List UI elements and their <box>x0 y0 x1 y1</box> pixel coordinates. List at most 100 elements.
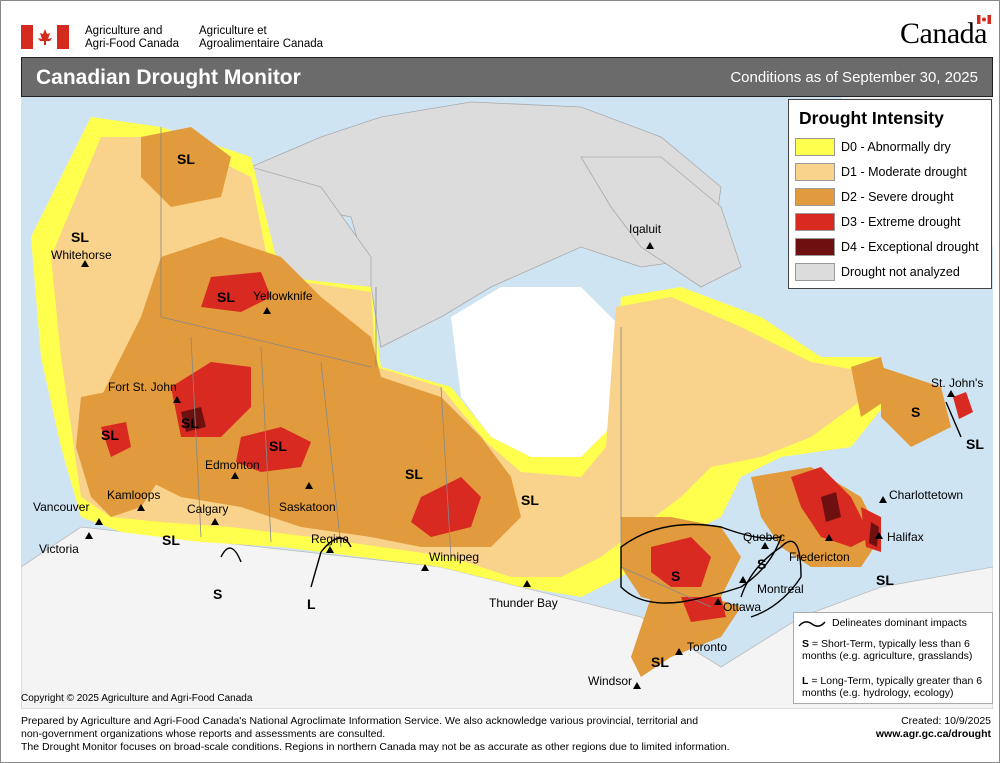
zone-d3-yellowknife <box>201 272 271 312</box>
impact-sl-nwt: SL <box>217 289 235 305</box>
legend-swatch-d1 <box>795 163 835 181</box>
legend-swatch-d0 <box>795 138 835 156</box>
svg-text:Toronto: Toronto <box>687 640 727 654</box>
svg-text:Vancouver: Vancouver <box>33 500 89 514</box>
city-thunder-bay: Thunder Bay <box>489 580 558 610</box>
impact-delineation-lines <box>220 401 962 618</box>
svg-text:Iqaluit: Iqaluit <box>629 222 662 236</box>
city-halifax: Halifax <box>875 530 924 544</box>
legend-swatch-d2 <box>795 188 835 206</box>
drought-url-link[interactable]: www.agr.gc.ca/drought <box>875 728 991 740</box>
copyright: Copyright © 2025 Agriculture and Agri-Fo… <box>21 693 253 704</box>
impact-sl-alberta: SL <box>269 438 287 454</box>
city-iqaluit: Iqaluit <box>629 222 662 249</box>
zone-d3-ottawa <box>681 597 726 622</box>
wordmark-text: Canada <box>900 17 987 50</box>
city-calgary: Calgary <box>187 502 228 525</box>
legend-swatch-d3 <box>795 213 835 231</box>
impact-sl-nl: SL <box>966 436 984 452</box>
wordmark-flag-icon <box>977 15 991 24</box>
agency-en-line1: Agriculture and <box>85 25 163 37</box>
zone-d3-manitoba <box>411 477 481 537</box>
short-term-text: = Short-Term, typically less than 6 mont… <box>802 638 973 662</box>
short-term-letter: S <box>802 638 810 650</box>
city-regina: Regina <box>311 532 349 553</box>
svg-text:Fort St. John: Fort St. John <box>108 380 177 394</box>
header: Agriculture and Agri-Food Canada Agricul… <box>1 1 1000 57</box>
legend-label-d3: D3 - Extreme drought <box>841 215 961 229</box>
footer-line1: Prepared by Agriculture and Agri-Food Ca… <box>21 715 699 727</box>
impacts-key-box: Delineates dominant impacts S = Short-Te… <box>793 612 993 704</box>
svg-text:Fredericton: Fredericton <box>789 550 850 564</box>
city-montreal: Montreal <box>739 576 804 596</box>
impact-s-quebec: S <box>671 568 680 584</box>
city-quebec: Quebec <box>743 530 785 549</box>
city-fort-st-john: Fort St. John <box>108 380 181 403</box>
legend-label-not-analyzed: Drought not analyzed <box>841 265 960 279</box>
conditions-date: Conditions as of September 30, 2025 <box>730 69 978 86</box>
legend-label-d2: D2 - Severe drought <box>841 190 954 204</box>
us-land <box>21 526 993 709</box>
city-windsor: Windsor <box>588 674 641 689</box>
impact-sl-s-ontario: SL <box>651 654 669 670</box>
svg-text:St. John's: St. John's <box>931 376 983 390</box>
zone-d2-north <box>141 127 231 207</box>
svg-text:Thunder Bay: Thunder Bay <box>489 596 558 610</box>
long-term-text: = Long-Term, typically greater than 6 mo… <box>802 675 983 699</box>
impact-l-regina: L <box>307 596 316 612</box>
city-markers: Whitehorse Yellowknife Iqaluit Fort St. … <box>33 222 983 689</box>
legend-label-d4: D4 - Exceptional drought <box>841 240 979 254</box>
created-date: Created: 10/9/2025 <box>901 715 991 727</box>
svg-text:Edmonton: Edmonton <box>205 458 260 472</box>
legend-item-d2: D2 - Severe drought <box>795 188 989 206</box>
baffin-island <box>580 156 742 288</box>
svg-text:Charlottetown: Charlottetown <box>889 488 963 502</box>
legend-swatch-not-analyzed <box>795 263 835 281</box>
impact-sl-manitoba: SL <box>405 466 423 482</box>
impact-sl-north-yukon: SL <box>177 151 195 167</box>
legend-swatch-d4 <box>795 238 835 256</box>
drought-intensity-legend: Drought Intensity D0 - Abnormally dry D1… <box>788 99 992 289</box>
city-ottawa: Ottawa <box>714 598 761 614</box>
city-vancouver: Vancouver <box>33 500 103 525</box>
city-st-johns: St. John's <box>931 376 983 397</box>
footer-line3: The Drought Monitor focuses on broad-sca… <box>21 741 730 753</box>
svg-text:Quebec: Quebec <box>743 530 785 544</box>
agency-fr-line1: Agriculture et <box>199 25 267 37</box>
delineation-label: Delineates dominant impacts <box>832 617 967 629</box>
legend-title: Drought Intensity <box>799 108 944 128</box>
canada-flag-icon <box>21 25 69 49</box>
impact-s-newfoundland: S <box>911 404 920 420</box>
impact-sl-ns: SL <box>876 572 894 588</box>
footer: Prepared by Agriculture and Agri-Food Ca… <box>1 711 1000 763</box>
svg-text:Halifax: Halifax <box>887 530 924 544</box>
impact-sl-yukon: SL <box>71 229 89 245</box>
zone-d3-alberta <box>236 427 311 472</box>
svg-text:Ottawa: Ottawa <box>723 600 761 614</box>
svg-text:Saskatoon: Saskatoon <box>279 500 336 514</box>
svg-text:Winnipeg: Winnipeg <box>429 550 479 564</box>
legend-item-d0: D0 - Abnormally dry <box>795 138 989 156</box>
legend-item-d4: D4 - Exceptional drought <box>795 238 989 256</box>
agency-en-line2: Agri-Food Canada <box>85 38 179 50</box>
city-kamloops: Kamloops <box>107 488 160 511</box>
long-term-letter: L <box>802 675 809 687</box>
zone-d4-nb <box>869 522 879 547</box>
svg-text:Windsor: Windsor <box>588 674 632 688</box>
legend-label-d1: D1 - Moderate drought <box>841 165 967 179</box>
city-yellowknife: Yellowknife <box>253 289 313 314</box>
province-borders <box>160 127 712 608</box>
city-charlottetown: Charlottetown <box>879 488 963 503</box>
legend-label-d0: D0 - Abnormally dry <box>841 140 951 154</box>
svg-text:Calgary: Calgary <box>187 502 228 516</box>
svg-text:Yellowknife: Yellowknife <box>253 289 313 303</box>
zone-d2-prairies <box>101 237 521 547</box>
impact-sl-ontario-nw: SL <box>521 492 539 508</box>
legend-item-not-analyzed: Drought not analyzed <box>795 263 989 281</box>
impact-labels: SL SL SL SL SL SL SL SL SL SL SL SL S S … <box>71 151 984 670</box>
svg-text:Victoria: Victoria <box>39 542 79 556</box>
short-term-key: S = Short-Term, typically less than 6 mo… <box>802 638 990 662</box>
svg-text:Whitehorse: Whitehorse <box>51 248 112 262</box>
city-whitehorse: Whitehorse <box>51 248 112 267</box>
